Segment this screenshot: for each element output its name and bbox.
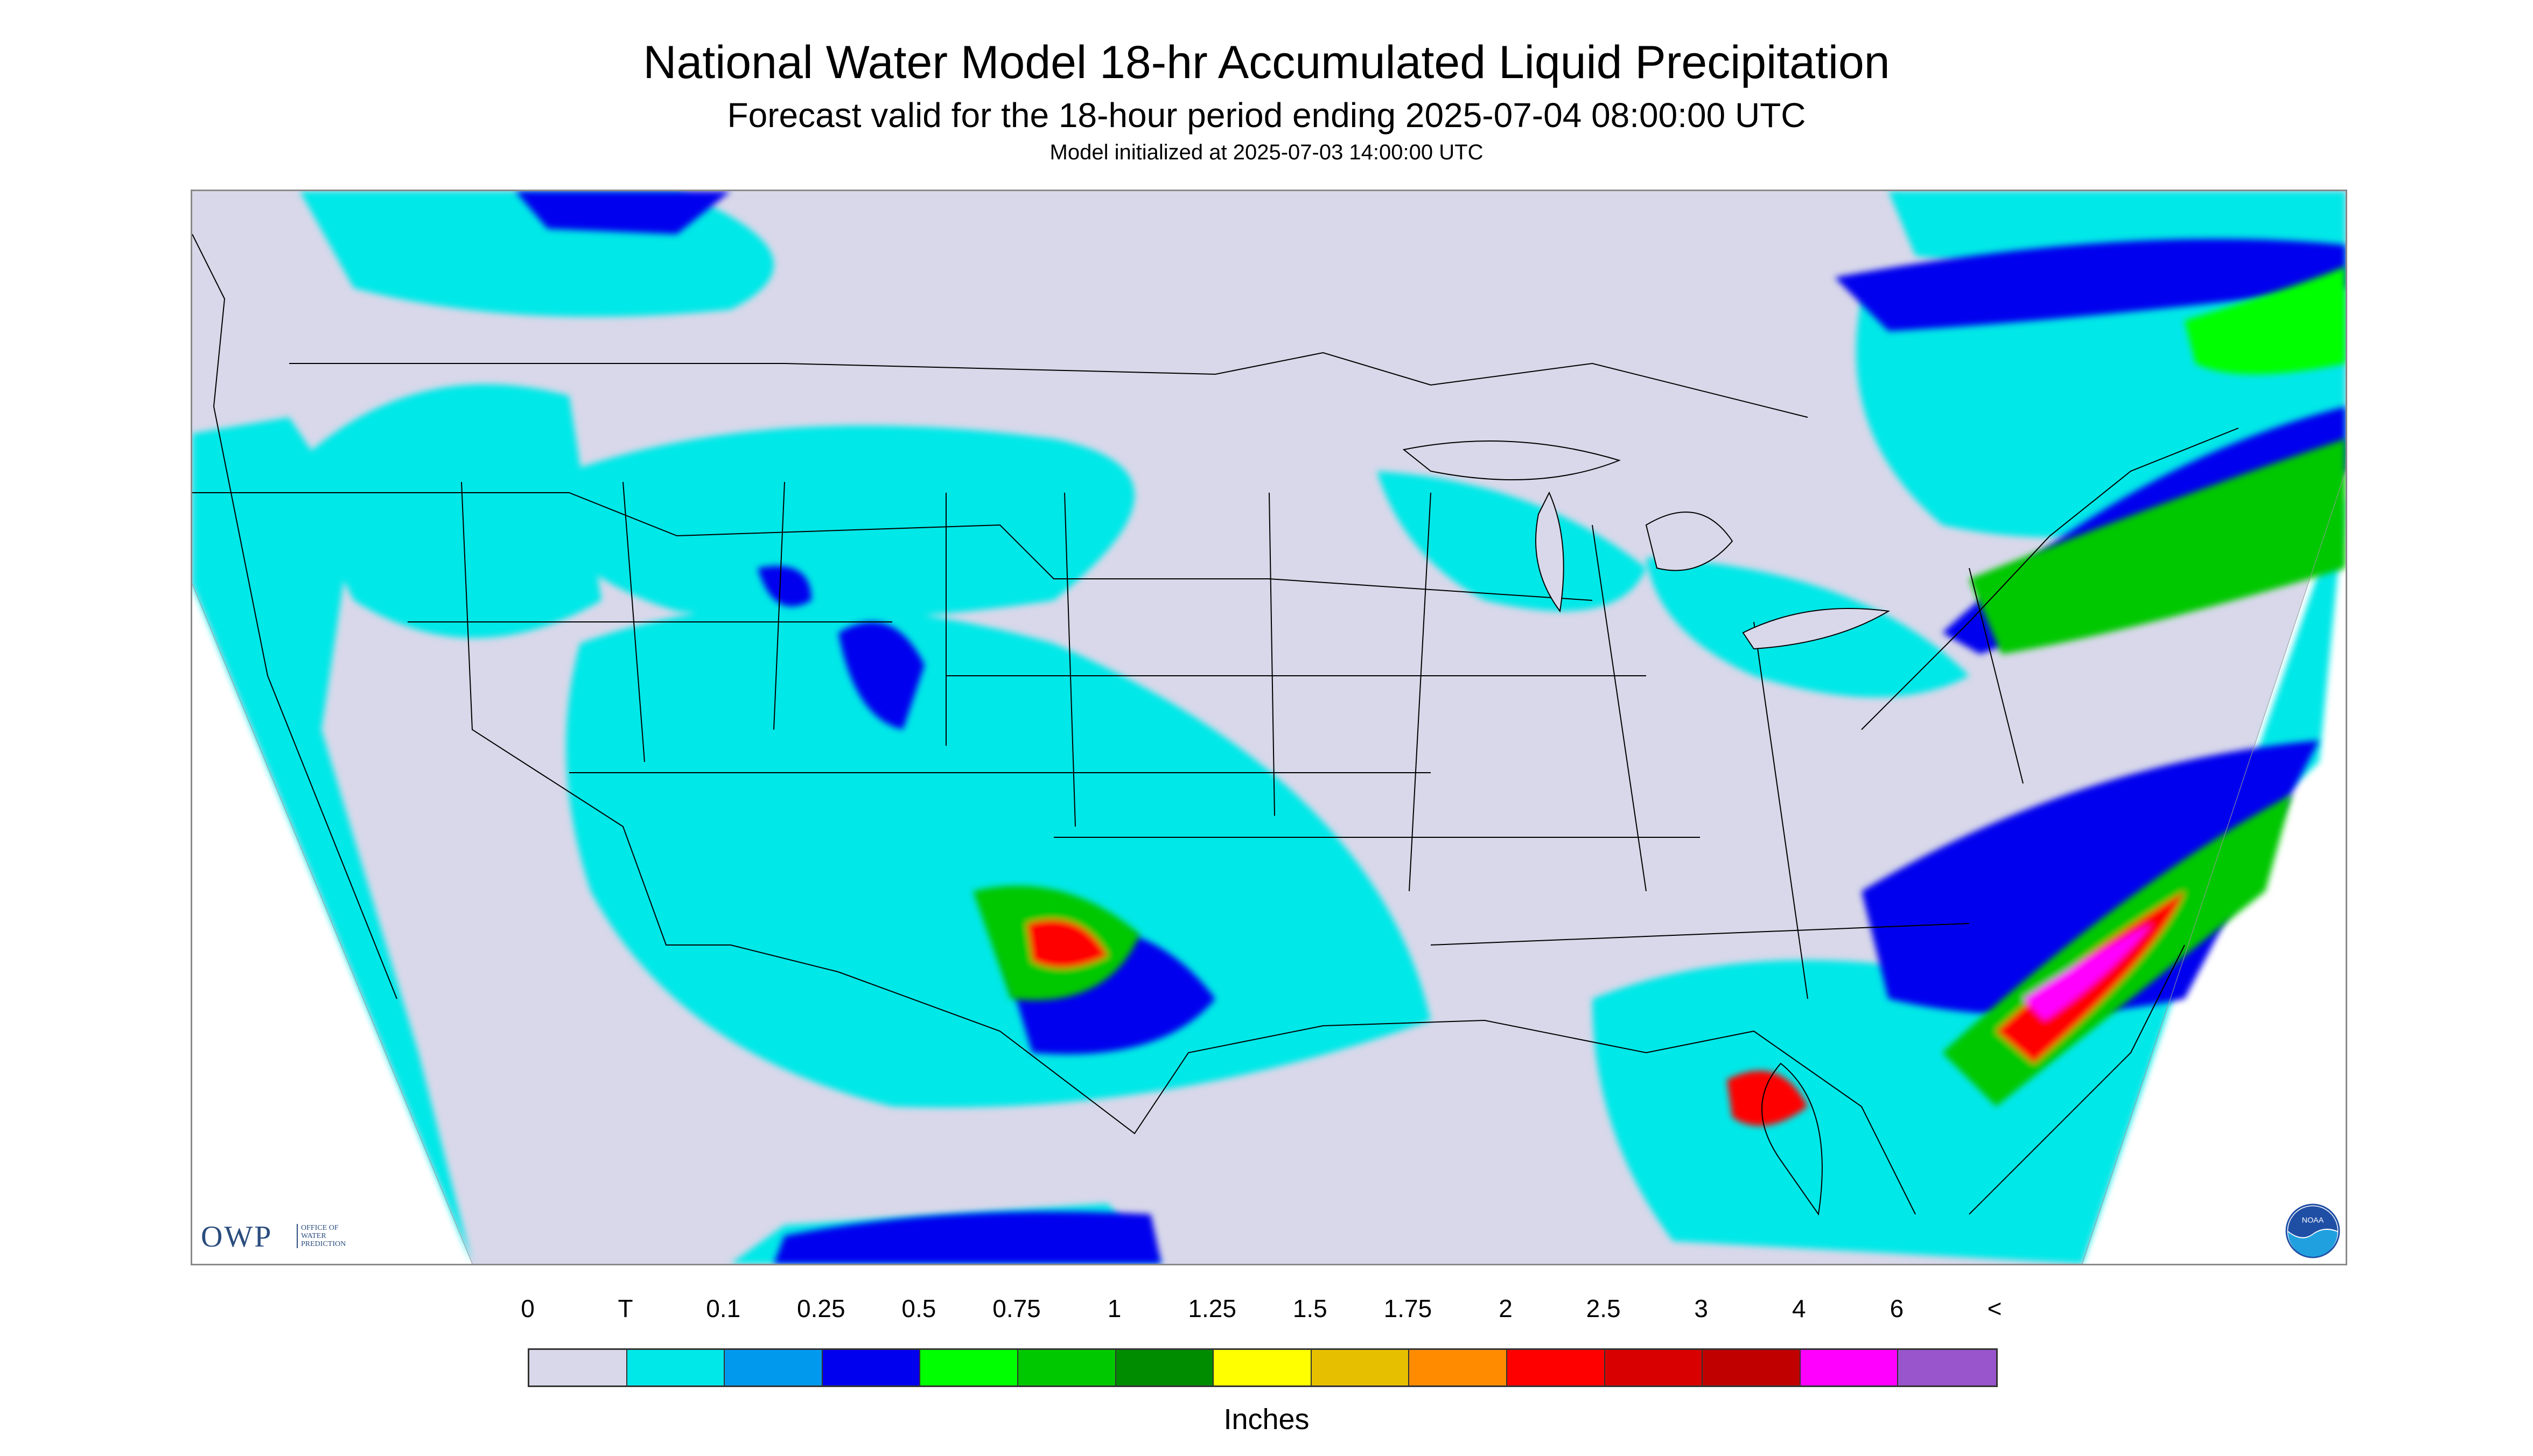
colorbar-swatch [822,1350,921,1385]
model-init-label: Model initialized at 2025-07-03 14:00:00… [1049,141,1484,164]
colorbar-tick-label: 2 [1499,1294,1513,1322]
colorbar-swatch [1311,1350,1410,1385]
colorbar-tick-label: 1.25 [1188,1294,1236,1322]
colorbar-swatch [1507,1350,1605,1385]
colorbar-swatch [1214,1350,1312,1385]
colorbar-swatch [725,1350,823,1385]
colorbar-swatch [1898,1350,1996,1385]
colorbar-tick-label: 3 [1694,1294,1708,1322]
colorbar-tick-label: 1 [1107,1294,1122,1322]
precipitation-map[interactable]: OWP OFFICE OF WATER PREDICTION NOAA [191,190,2347,1265]
svg-text:NOAA: NOAA [2302,1216,2324,1225]
legend-units-label: Inches [1223,1403,1310,1436]
colorbar-swatch [1116,1350,1214,1385]
colorbar-tick-label: 0.5 [901,1294,936,1322]
colorbar-tick-label: 0 [521,1294,535,1322]
colorbar-swatch [920,1350,1018,1385]
colorbar-tick-label: 0.1 [706,1294,741,1322]
coastlines [192,234,2185,1216]
colorbar-swatch [1409,1350,1507,1385]
precip-heavy-areas [973,267,2346,1126]
precipitation-colorbar [528,1348,1998,1387]
colorbar-tick-label: 0.75 [992,1294,1041,1322]
map-subtitle: Forecast valid for the 18-hour period en… [727,96,1806,135]
colorbar-tick-label: 4 [1792,1294,1806,1322]
colorbar-tick-label: 0.25 [797,1294,845,1322]
colorbar-tick-label: T [618,1294,633,1322]
owp-logo: OWP OFFICE OF WATER PREDICTION [201,1220,346,1254]
legend-tick-labels: 0 T 0.1 0.25 0.5 0.75 1 1.25 1.5 1.75 2 2.5 3 4 6 < [0,1293,2533,1331]
state-borders [192,352,2239,1215]
colorbar-tick-label: 1.75 [1383,1294,1432,1322]
great-lakes [1402,440,1890,650]
colorbar-swatch [529,1350,627,1385]
colorbar-swatch [1800,1350,1899,1385]
colorbar-tick-label: 6 [1890,1294,1904,1322]
colorbar-swatch [627,1350,725,1385]
colorbar-swatch [1703,1350,1801,1385]
colorbar-tick-label: 2.5 [1586,1294,1621,1322]
colorbar-swatch [1605,1350,1703,1385]
colorbar-swatch [1018,1350,1116,1385]
colorbar-tick-label: 1.5 [1292,1294,1327,1322]
map-title: National Water Model 18-hr Accumulated L… [643,37,1890,88]
owp-logo-subtext: OFFICE OF WATER PREDICTION [297,1224,346,1248]
noaa-logo: NOAA [2285,1203,2340,1258]
colorbar-tick-label: < [1987,1294,2002,1322]
